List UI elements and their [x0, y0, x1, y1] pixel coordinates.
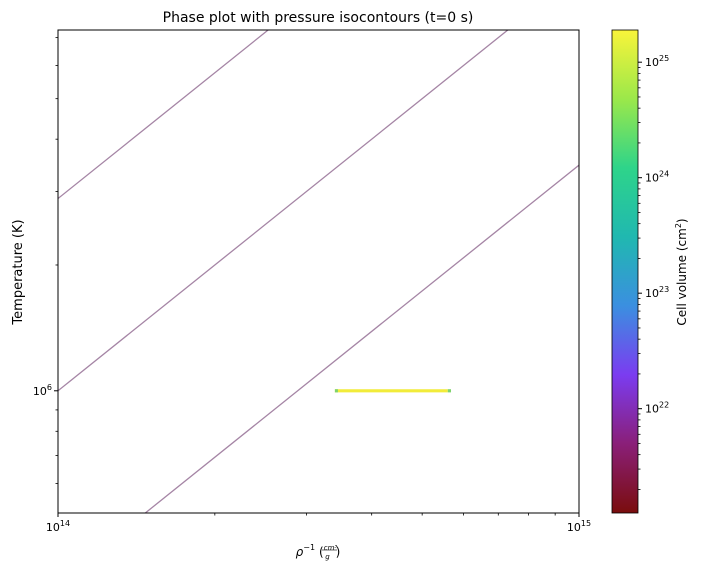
colorbar: 1022 1023 1024 1025 Cell volume (cm2)	[611, 29, 689, 514]
major-ticks: 1014 1015 106	[33, 383, 591, 534]
isocontour-line-1	[144, 164, 579, 513]
colorbar-label: Cell volume (cm2)	[674, 218, 689, 325]
colorbar-tick-label: 1022	[645, 401, 669, 416]
colorbar-ticks: 1022 1023 1024 1025	[638, 54, 669, 490]
plot-background	[58, 30, 579, 513]
plot-area: 1014 1015 106	[33, 0, 591, 534]
x-axis-label-exponent: −1	[303, 543, 315, 552]
x-tick-label: 1015	[567, 519, 591, 534]
x-axis-label-unit-num: cm³	[324, 544, 338, 552]
x-axis-label-close: )	[336, 545, 341, 559]
y-axis-label: Temperature (K)	[11, 219, 26, 325]
colorbar-tick-label: 1025	[645, 54, 669, 69]
x-axis-label: ρ−1 (cm³ g)	[296, 543, 341, 561]
x-tick-label: 1014	[46, 519, 70, 534]
chart-title: Phase plot with pressure isocontours (t=…	[163, 10, 474, 26]
pressure-isocontours	[58, 0, 579, 513]
colorbar-gradient	[611, 29, 639, 514]
isocontour-line-3	[58, 30, 270, 200]
isocontour-line-4	[58, 0, 579, 6]
x-axis-label-unit-den: g	[325, 553, 330, 561]
colorbar-label-close: )	[675, 218, 689, 223]
colorbar-label-main: Cell volume (cm	[675, 228, 689, 325]
x-axis-label-base: ρ	[296, 545, 304, 559]
colorbar-label-sup: 2	[674, 223, 683, 228]
isocontour-line-2	[58, 30, 509, 392]
y-tick-label: 106	[33, 383, 52, 398]
colorbar-tick-label: 1024	[645, 170, 669, 185]
x-axis-label-open: (	[319, 545, 324, 559]
colorbar-tick-label: 1023	[645, 285, 669, 300]
plot-frame	[57, 29, 580, 514]
